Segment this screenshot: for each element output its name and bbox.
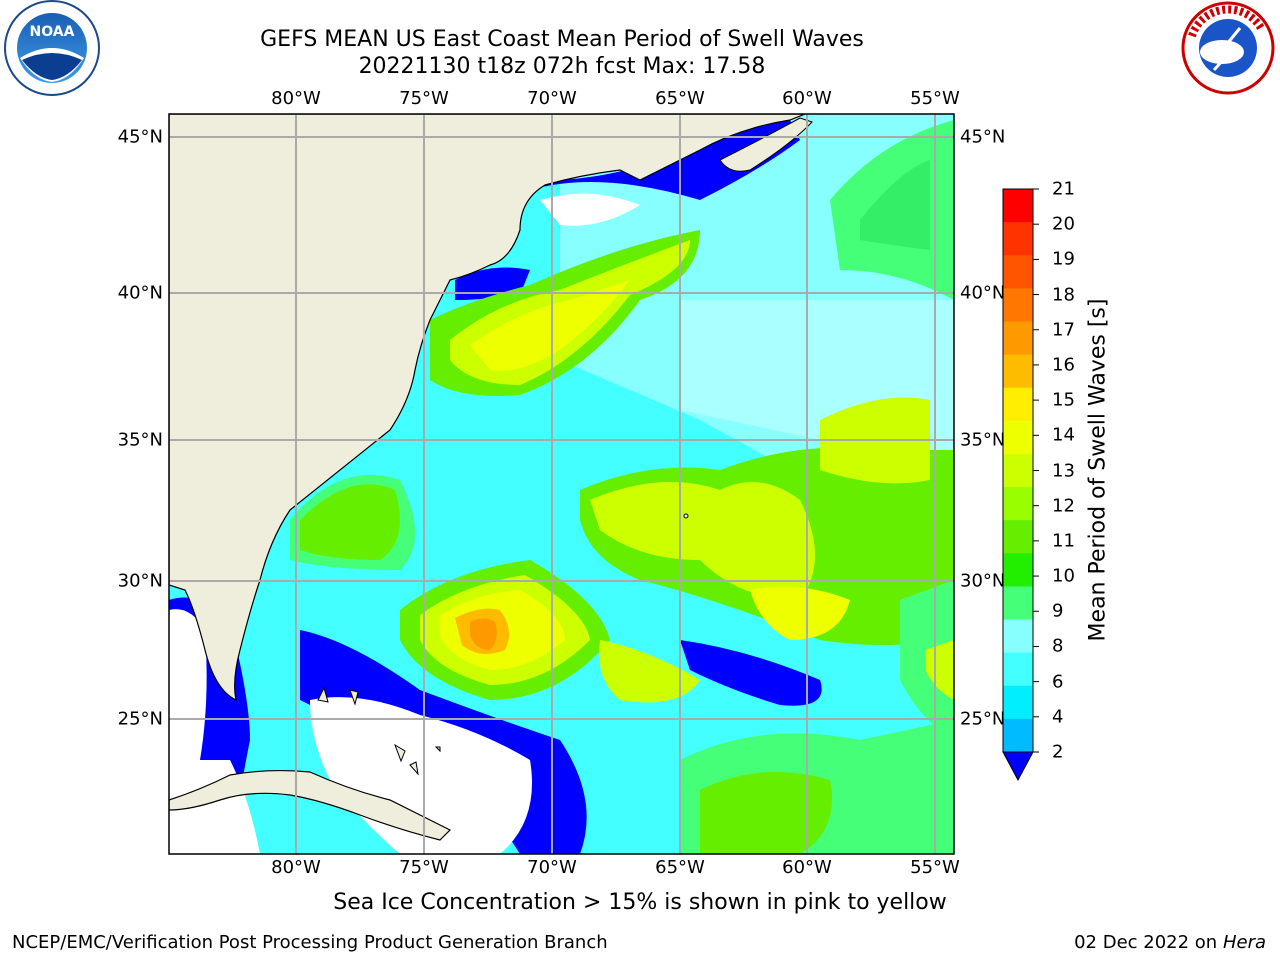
colorbar-swatch <box>1003 189 1033 223</box>
colorbar-tick-label: 14 <box>1052 424 1075 446</box>
colorbar-tick-label: 11 <box>1052 530 1075 552</box>
colorbar-swatch <box>1003 387 1033 422</box>
colorbar-swatch <box>1003 487 1033 521</box>
lat-label-right: 30°N <box>960 570 1006 592</box>
date-text: 02 Dec 2022 on <box>1074 932 1218 953</box>
machine-name: Hera <box>1222 932 1266 953</box>
colorbar-tick-label: 13 <box>1052 460 1075 481</box>
lat-label-right: 45°N <box>960 126 1006 148</box>
lat-label-right: 40°N <box>960 282 1006 304</box>
lon-label-bottom: 80°W <box>271 857 321 878</box>
lon-label-bottom: 70°W <box>527 857 577 878</box>
colorbar-tick-label: 17 <box>1052 319 1075 341</box>
map-subtitle: 20221130 t18z 072h fcst Max: 17.58 <box>358 54 766 79</box>
sea-ice-note: Sea Ice Concentration > 15% is shown in … <box>333 890 947 915</box>
lat-label-left: 30°N <box>117 570 163 592</box>
lon-label-bottom: 75°W <box>399 857 449 878</box>
date-stamp: 02 Dec 2022 on Hera <box>1074 932 1266 953</box>
colorbar-swatch <box>1003 453 1033 488</box>
lat-label-right: 25°N <box>960 708 1006 730</box>
colorbar-swatch <box>1003 586 1033 621</box>
colorbar-extension <box>1002 751 1034 782</box>
svg-text:NOAA: NOAA <box>30 24 75 40</box>
colorbar-tick-label: 20 <box>1052 213 1075 235</box>
colorbar-swatch <box>1003 321 1033 356</box>
map-frame <box>168 113 955 855</box>
colorbar-tick-label: 6 <box>1052 671 1064 693</box>
colorbar-swatch <box>1003 652 1033 687</box>
lon-label-top: 65°W <box>655 88 705 109</box>
colorbar-swatch <box>1003 619 1033 654</box>
lon-label-bottom: 65°W <box>655 857 705 878</box>
colorbar-swatch <box>1003 553 1033 587</box>
noaa-logo: NOAA <box>4 0 100 96</box>
map-title: GEFS MEAN US East Coast Mean Period of S… <box>260 27 864 52</box>
colorbar-tick-label: 4 <box>1052 706 1064 728</box>
lon-label-top: 80°W <box>271 88 321 109</box>
colorbar-tick-label: 8 <box>1052 635 1064 657</box>
colorbar-tick-label: 9 <box>1052 600 1064 622</box>
colorbar-swatch <box>1003 420 1033 455</box>
lon-label-top: 75°W <box>399 88 449 109</box>
map-gridlines <box>169 114 954 854</box>
lat-label-left: 45°N <box>117 126 163 148</box>
land-north-america <box>169 114 806 702</box>
lat-label-left: 40°N <box>117 282 163 304</box>
lat-label-right: 35°N <box>960 429 1006 451</box>
colorbar-swatch <box>1003 520 1033 554</box>
colorbar-tick-label: 10 <box>1052 565 1075 587</box>
colorbar-swatch <box>1003 354 1033 389</box>
lon-label-top: 55°W <box>910 88 960 109</box>
colorbar-tick-label: 16 <box>1052 354 1075 376</box>
colorbar-swatch <box>1003 685 1033 720</box>
colorbar-tick-label: 15 <box>1052 389 1075 411</box>
credit-text: NCEP/EMC/Verification Post Processing Pr… <box>12 932 608 953</box>
colorbar-tick-label: 2 <box>1052 741 1064 763</box>
colorbar-tick-label: 19 <box>1052 248 1075 270</box>
colorbar-swatch <box>1003 718 1033 753</box>
colorbar-tick-label: 21 <box>1052 178 1075 200</box>
lon-label-bottom: 60°W <box>782 857 832 878</box>
land-cuba <box>169 769 452 841</box>
colorbar-swatch <box>1003 255 1033 289</box>
colorbar <box>1002 188 1039 782</box>
colorbar-tick-label: 18 <box>1052 284 1075 306</box>
lon-label-top: 70°W <box>527 88 577 109</box>
lat-label-left: 25°N <box>117 708 163 730</box>
colorbar-swatch <box>1003 288 1033 322</box>
colorbar-swatch <box>1003 222 1033 256</box>
lon-label-bottom: 55°W <box>910 857 960 878</box>
lon-label-top: 60°W <box>782 88 832 109</box>
lat-label-left: 35°N <box>117 429 163 451</box>
colorbar-tick-label: 12 <box>1052 495 1075 517</box>
nws-logo <box>1181 1 1275 95</box>
colorbar-title: Mean Period of Swell Waves [s] <box>1085 298 1111 642</box>
